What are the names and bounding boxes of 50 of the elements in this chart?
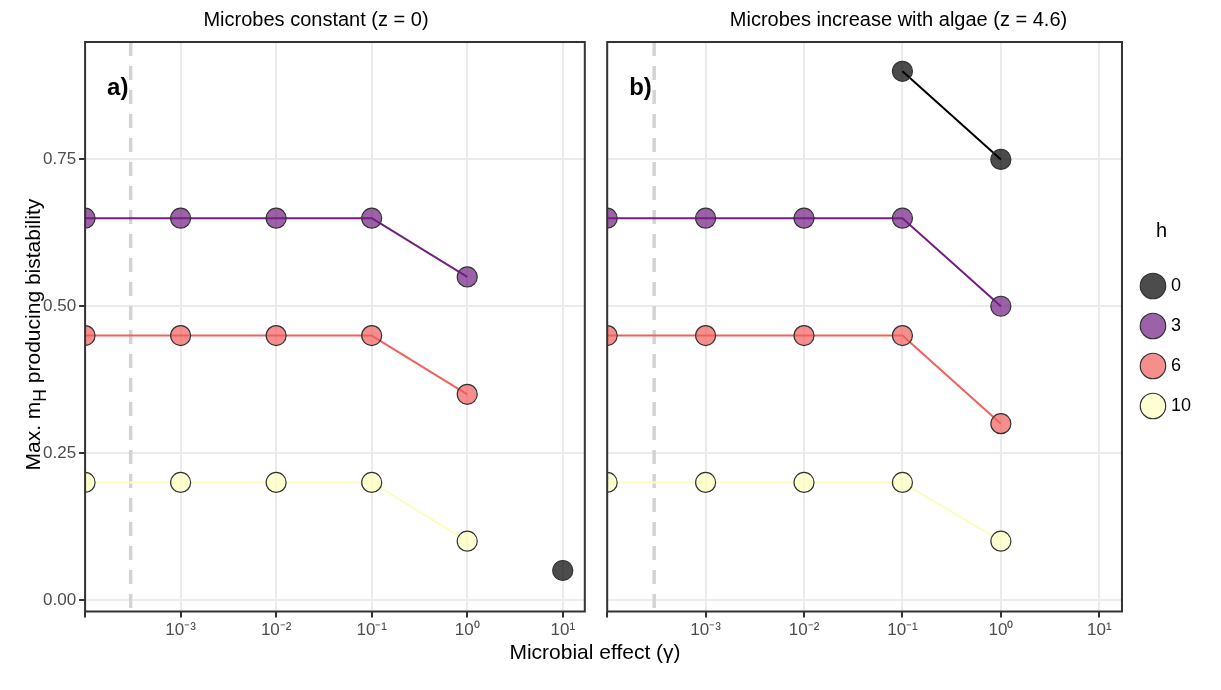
point [361,207,383,229]
x-tick-label: 10⁰ [454,620,480,640]
point [793,471,815,494]
point [891,325,914,347]
point [695,325,717,347]
legend-label: 6 [1170,354,1181,375]
point [793,207,815,229]
point [695,207,717,229]
point [361,471,383,494]
annotation: b) [629,72,652,100]
x-tick-label: 10⁻¹ [887,620,919,640]
x-axis-title: Microbial effect (γ) [508,640,682,664]
x-tick-label: 10⁻² [260,620,292,640]
annotation: a) [107,72,129,100]
point [990,530,1012,552]
point [891,60,914,82]
point [456,383,478,405]
x-tick-label: 10¹ [550,620,576,640]
x-tick-label: 10⁻³ [165,620,197,640]
chart-title: Microbes constant (z = 0) [203,7,429,30]
point [891,207,914,229]
x-tick-label: 10¹ [1087,620,1112,640]
chart-title: Microbes increase with algae (z = 4.6) [729,7,1068,30]
point [990,413,1012,435]
x-tick-label: 10⁻¹ [356,620,388,640]
point [891,471,914,494]
y-tick-label: 0.00 [42,589,77,609]
x-tick-label: 10⁻² [788,620,820,640]
point [170,207,192,229]
point [265,471,287,494]
point [170,471,192,494]
point [456,266,478,288]
point [456,530,478,552]
x-tick-label: 10⁻³ [690,620,722,640]
point [265,325,287,347]
point [361,325,383,347]
point [265,207,287,229]
y-tick-label: 0.25 [42,442,77,462]
point [170,325,192,347]
point [793,325,815,347]
point [695,471,717,494]
legend-label: 3 [1170,314,1181,335]
legend-label: 0 [1170,274,1181,295]
x-tick-label: 10⁰ [988,620,1014,640]
point [990,148,1012,171]
point [552,559,574,582]
legend-label: 10 [1170,394,1192,415]
y-tick-label: 0.75 [42,149,77,169]
point [990,295,1012,317]
legend-title: h [1155,218,1168,241]
